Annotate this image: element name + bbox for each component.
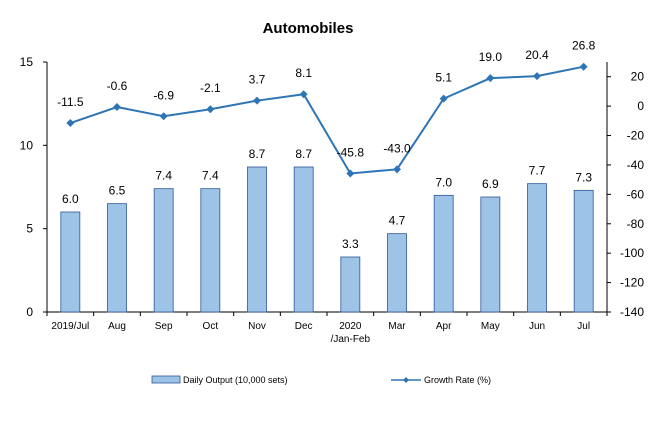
right-axis-tick-label: -120 xyxy=(620,276,644,290)
bar-value-label: 7.0 xyxy=(435,175,452,189)
x-axis-tick-label: Nov xyxy=(248,321,266,332)
x-axis-tick-label: 2019/Jul xyxy=(51,321,89,332)
axes: 0 5 10 15 20 0 -20 -40 -60 -80 -100 -120 -140 2019/Ju… xyxy=(20,55,645,345)
bar-value-label: 7.4 xyxy=(202,169,219,183)
line-point xyxy=(253,96,261,105)
bar xyxy=(480,196,501,313)
bar xyxy=(153,188,174,313)
line-point xyxy=(206,105,215,114)
line-value-label: 26.8 xyxy=(572,39,596,53)
line-point xyxy=(299,90,308,99)
growth-rate-line xyxy=(70,65,584,175)
bar-value-label: 7.7 xyxy=(529,164,546,178)
legend-line-marker xyxy=(403,377,409,383)
line-point xyxy=(393,165,401,174)
bar-value-label: 8.7 xyxy=(249,147,266,161)
line-point xyxy=(579,62,588,71)
line-value-label: 3.7 xyxy=(249,73,266,87)
right-axis-tick-label: -80 xyxy=(627,217,645,231)
bar-value-label: 7.4 xyxy=(155,169,172,183)
x-axis-tick-label: 2020 xyxy=(339,321,362,332)
legend-bar-swatch xyxy=(151,375,181,384)
line-value-label: 20.4 xyxy=(525,48,549,62)
left-axis-tick-label: 0 xyxy=(26,305,33,319)
bar xyxy=(60,211,81,313)
data-labels: 6.0 6.5 7.4 7.4 8.7 8.7 3.3 4.7 7.0 6.9 7.7 7.3 -11.… xyxy=(57,39,596,251)
line-value-label: 5.1 xyxy=(435,71,452,85)
x-axis-tick-label: Jun xyxy=(529,321,545,332)
bar xyxy=(200,188,221,313)
x-axis-tick-label: Sep xyxy=(155,321,173,332)
right-axis-tick-label: -60 xyxy=(627,187,645,201)
bar xyxy=(107,203,127,313)
x-axis-tick-label: Dec xyxy=(295,321,313,332)
bar xyxy=(527,183,547,313)
bar xyxy=(293,166,314,313)
line-point xyxy=(113,103,121,111)
right-axis-tick-label: -20 xyxy=(627,129,645,143)
bar xyxy=(340,256,361,313)
bar xyxy=(433,194,454,313)
legend-bar-label: Daily Output (10,000 sets) xyxy=(183,375,288,385)
left-axis-tick-label: 15 xyxy=(20,55,34,69)
right-axis-tick-label: -140 xyxy=(620,305,644,319)
bar xyxy=(573,189,594,313)
right-axis-tick-label: 0 xyxy=(637,99,644,113)
legend: Daily Output (10,000 sets) Growth Rate (… xyxy=(151,375,491,385)
bar-value-label: 6.5 xyxy=(109,184,126,198)
line-point xyxy=(486,74,495,83)
x-axis-tick-label: May xyxy=(481,321,500,332)
bar-series xyxy=(60,166,594,313)
bar-value-label: 6.0 xyxy=(62,192,79,206)
bar-value-label: 8.7 xyxy=(295,147,312,161)
legend-line-label: Growth Rate (%) xyxy=(424,375,491,385)
bar-value-label: 3.3 xyxy=(342,237,359,251)
line-point xyxy=(159,112,168,121)
right-axis-tick-label: -40 xyxy=(627,158,645,172)
line-point xyxy=(533,72,541,81)
line-point xyxy=(346,169,355,178)
right-axis-tick-label: 20 xyxy=(631,70,645,84)
line-series xyxy=(66,62,588,178)
x-axis-tick-label: Mar xyxy=(388,321,406,332)
line-value-label: -0.6 xyxy=(107,79,128,93)
x-axis-tick-label: Aug xyxy=(108,321,126,332)
right-axis-tick-label: -100 xyxy=(620,246,644,260)
line-value-label: 19.0 xyxy=(479,50,503,64)
bar xyxy=(387,233,407,313)
line-point xyxy=(66,119,75,128)
line-value-label: -43.0 xyxy=(383,141,411,155)
left-axis-tick-label: 5 xyxy=(26,222,33,236)
x-axis-tick-label: Apr xyxy=(436,321,452,332)
bar-value-label: 6.9 xyxy=(482,177,499,191)
left-axis-tick-label: 10 xyxy=(20,138,34,152)
line-value-label: -11.5 xyxy=(57,95,84,109)
bar xyxy=(247,166,267,313)
bar-value-label: 4.7 xyxy=(389,214,406,228)
x-axis-tick-label: Oct xyxy=(203,321,219,332)
bar-value-label: 7.3 xyxy=(575,170,592,184)
x-axis-tick-label: /Jan-Feb xyxy=(331,334,371,345)
line-value-label: -6.9 xyxy=(153,88,174,102)
line-value-label: -45.8 xyxy=(337,145,365,159)
chart-title: Automobiles xyxy=(263,20,354,37)
line-value-label: -2.1 xyxy=(200,81,221,95)
line-point xyxy=(439,94,448,103)
x-axis-tick-label: Jul xyxy=(577,321,590,332)
line-value-label: 8.1 xyxy=(295,66,312,80)
